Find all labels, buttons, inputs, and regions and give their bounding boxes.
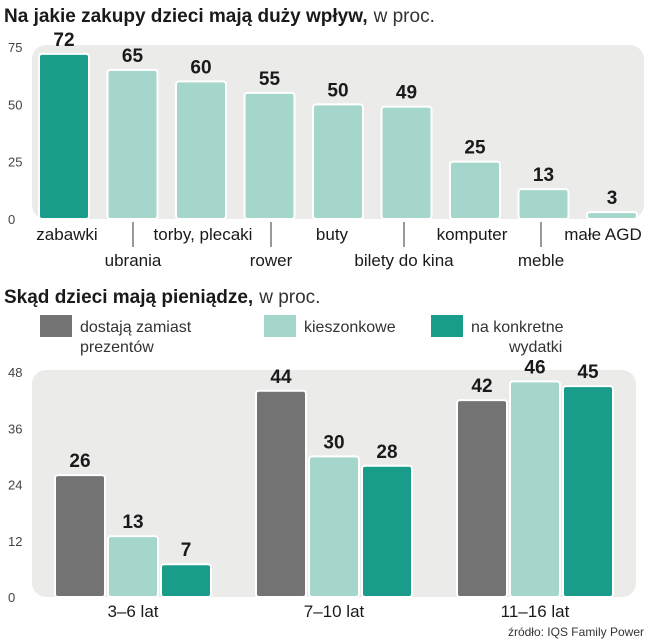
chart2-value-label: 30 [323, 432, 344, 453]
chart2-category-label: 7–10 lat [304, 602, 365, 621]
legend-label: kieszonkowe [304, 319, 396, 336]
chart1-heading: Na jakie zakupy dzieci mają duży wpływ, w… [4, 6, 435, 27]
chart2-heading: Skąd dzieci mają pieniądze, w proc. [4, 287, 320, 308]
chart2-category-labels: 3–6 lat 7–10 lat 11–16 lat [107, 602, 569, 621]
chart2-bar [509, 380, 561, 598]
chart2-legend: dostają zamiast prezentów kieszonkowe na ko… [40, 315, 564, 356]
chart1-y-tick: 25 [8, 155, 22, 170]
chart2-y-tick: 24 [8, 478, 22, 493]
chart2-y-axis: 0 12 24 36 48 [8, 365, 22, 605]
legend-label: dostają zamiast prezentów [80, 319, 192, 356]
chart1-subtitle: w proc. [373, 6, 435, 27]
chart1-category-label: meble [518, 251, 564, 270]
chart2-bar [308, 455, 360, 598]
chart1-bars [38, 52, 638, 221]
chart2-value-label: 7 [181, 540, 192, 561]
chart2-value-label: 45 [577, 362, 599, 383]
chart2-value-label: 46 [524, 357, 545, 378]
chart2-bar [361, 464, 413, 598]
chart1-category-label: małe AGD [564, 225, 641, 244]
legend-swatch [264, 315, 296, 337]
chart2-bar [160, 563, 212, 598]
legend-swatch [40, 315, 72, 337]
chart1-value-label: 72 [53, 30, 74, 51]
chart2-value-label: 26 [69, 451, 90, 472]
legend-label: na konkretne wydatki [471, 319, 564, 356]
chart1-category-label: komputer [437, 225, 508, 244]
chart1-y-tick: 75 [8, 40, 22, 55]
chart2-y-tick: 12 [8, 534, 22, 549]
chart2-y-tick: 36 [8, 421, 22, 436]
chart2-bar [107, 535, 159, 598]
chart2-value-label: 44 [270, 367, 292, 388]
chart2-subtitle: w proc. [258, 287, 320, 308]
chart1-category-label: rower [250, 251, 293, 270]
chart2-y-tick: 0 [8, 590, 15, 605]
chart1-value-label: 3 [607, 188, 618, 209]
chart1-category-label: zabawki [36, 225, 97, 244]
chart1-value-label: 13 [533, 165, 554, 186]
source-note: źródło: IQS Family Power [508, 625, 644, 639]
chart1-bar [586, 211, 638, 220]
chart1-category-labels: zabawki ubrania torby, plecaki rower butybil… [36, 222, 642, 270]
chart1-category-label: bilety do kina [354, 251, 454, 270]
chart2-value-label: 13 [122, 512, 143, 533]
chart2-value-label: 42 [471, 376, 492, 397]
chart2-bars [54, 380, 614, 598]
chart2-bar [255, 389, 307, 598]
chart1-category-label: buty [316, 225, 349, 244]
chart1-value-labels: 72 65 60 55 50 49 25 13 3 [53, 30, 617, 209]
chart2-title: Skąd dzieci mają pieniądze, [4, 287, 253, 308]
chart1-title: Na jakie zakupy dzieci mają duży wpływ, [4, 6, 368, 27]
chart-purchases: Na jakie zakupy dzieci mają duży wpływ, w… [4, 6, 644, 270]
chart1-y-tick: 0 [8, 212, 15, 227]
chart1-bar [175, 80, 227, 221]
chart2-category-label: 11–16 lat [501, 602, 570, 621]
chart1-bar [449, 160, 501, 221]
chart2-bar [456, 399, 508, 598]
chart1-bar [517, 188, 570, 220]
chart1-y-axis: 0 25 50 75 [8, 40, 22, 227]
chart1-bar [38, 52, 90, 220]
chart1-value-label: 65 [122, 46, 144, 67]
chart1-value-label: 60 [190, 57, 211, 78]
chart1-category-label: torby, plecaki [154, 225, 253, 244]
chart-money-sources: Skąd dzieci mają pieniądze, w proc. dosta… [4, 287, 636, 621]
chart1-category-label: ubrania [105, 251, 162, 270]
chart1-bar [380, 105, 433, 220]
chart1-value-label: 25 [464, 138, 486, 159]
chart1-bar [312, 103, 364, 220]
chart1-y-tick: 50 [8, 97, 22, 112]
chart2-y-tick: 48 [8, 365, 22, 380]
chart2-category-label: 3–6 lat [107, 602, 158, 621]
chart2-bar [562, 385, 614, 598]
chart1-value-label: 50 [327, 80, 348, 101]
chart1-bar [106, 68, 159, 220]
legend-swatch [431, 315, 463, 337]
chart2-bar [54, 474, 106, 598]
chart2-value-label: 28 [376, 442, 397, 463]
chart2-value-labels: 26 13 7 44 30 28 42 46 45 [69, 357, 599, 561]
chart1-bar [243, 91, 296, 220]
chart1-value-label: 55 [259, 69, 281, 90]
chart1-value-label: 49 [396, 83, 417, 104]
